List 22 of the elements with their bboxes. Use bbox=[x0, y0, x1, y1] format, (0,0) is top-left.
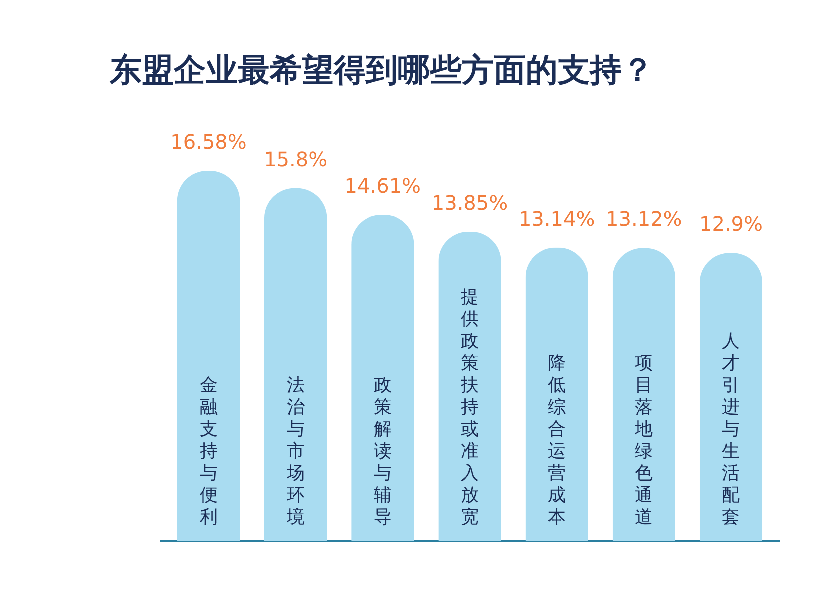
category-label: 人才引进与生活配套 bbox=[722, 331, 740, 528]
chart-title: 东盟企业最希望得到哪些方面的支持？ bbox=[109, 51, 654, 89]
bar bbox=[612, 248, 676, 541]
x-tick-label: 金融支持与便利 bbox=[200, 375, 218, 528]
x-tick-label: 政策解读与辅导 bbox=[374, 375, 392, 528]
bar bbox=[526, 248, 588, 541]
category-label: 提供政策扶持或准入放宽 bbox=[461, 287, 479, 528]
bar bbox=[264, 188, 328, 541]
x-tick-label: 降低综合运营成本 bbox=[548, 353, 566, 528]
x-tick-label: 项目落地绿色通道 bbox=[634, 353, 654, 528]
bar bbox=[438, 232, 502, 541]
x-tick-label: 法治与市场环境 bbox=[286, 375, 305, 528]
data-label: 14.61% bbox=[344, 174, 422, 198]
data-label: 15.8% bbox=[264, 147, 328, 172]
data-label: 12.9% bbox=[699, 212, 764, 236]
bar bbox=[352, 214, 414, 541]
data-label: 16.58% bbox=[170, 130, 247, 154]
data-label: 13.12% bbox=[606, 207, 682, 232]
data-label: 13.14% bbox=[518, 206, 596, 231]
bar bbox=[177, 171, 240, 541]
bar bbox=[700, 253, 763, 541]
data-label: 13.85% bbox=[432, 190, 508, 215]
